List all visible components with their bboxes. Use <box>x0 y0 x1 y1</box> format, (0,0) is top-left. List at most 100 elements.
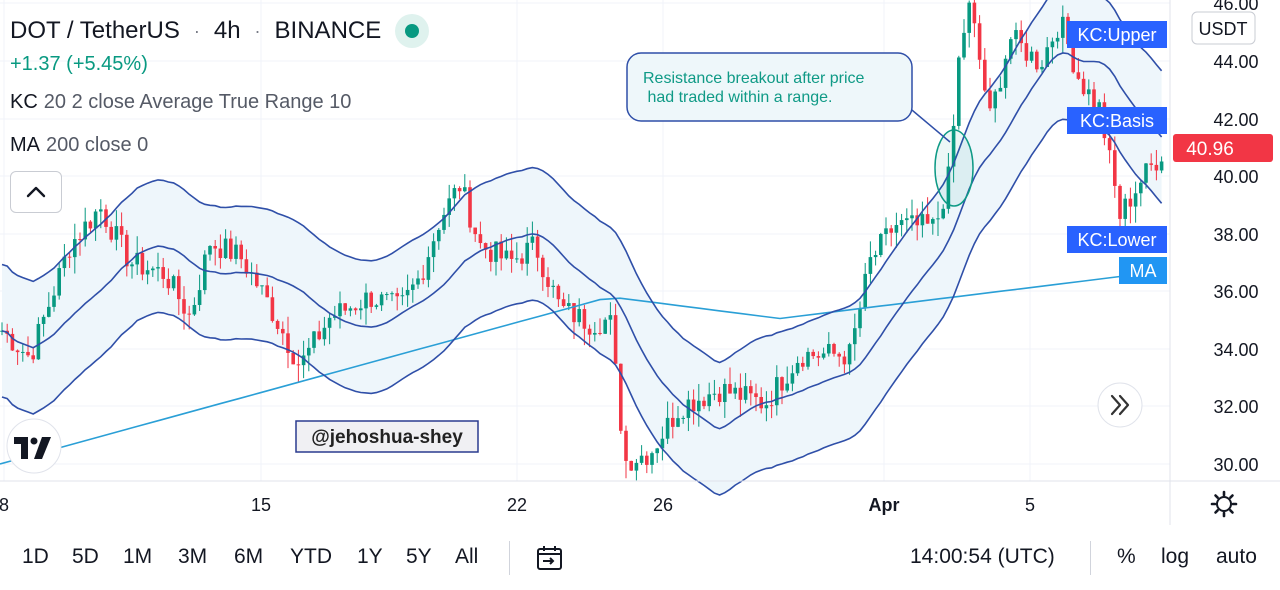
candle-body <box>525 242 529 264</box>
candle-body <box>639 455 644 463</box>
candle-body <box>587 328 592 335</box>
candle-body <box>317 331 321 340</box>
candle-body <box>364 292 368 309</box>
svg-text:KC:Basis: KC:Basis <box>1080 111 1154 131</box>
candle-body <box>1113 150 1117 186</box>
candle-body <box>47 306 51 317</box>
watermark-text: @jehoshua-shey <box>311 427 463 448</box>
candle-body <box>541 257 545 278</box>
utc-clock[interactable]: 14:00:54 (UTC) <box>910 545 1055 568</box>
candle-body <box>431 241 436 258</box>
auto-scale-toggle[interactable]: auto <box>1216 545 1257 568</box>
candle-body <box>1107 138 1112 151</box>
timeframe-6m[interactable]: 6M <box>234 545 264 568</box>
candle-body <box>681 417 685 419</box>
svg-text:KC:Lower: KC:Lower <box>1077 230 1156 250</box>
candle-body <box>1035 51 1039 70</box>
candle-body <box>561 299 566 306</box>
candle-body <box>1154 164 1159 171</box>
price-tick-label: 42.00 <box>1213 110 1258 130</box>
candle-body <box>832 343 836 354</box>
candle-body <box>941 208 945 219</box>
chevron-up-icon <box>26 186 46 198</box>
candle-body <box>125 234 129 267</box>
candle-body <box>343 303 347 311</box>
time-axis[interactable]: 8 15 22 26 Apr 5 <box>0 495 1035 515</box>
market-status-icon[interactable] <box>395 14 430 48</box>
candle-body <box>353 308 358 311</box>
candle-body <box>920 214 925 226</box>
collapse-legend-button[interactable] <box>10 171 62 213</box>
currency-button[interactable] <box>1191 11 1256 45</box>
candle-body <box>119 226 124 235</box>
symbol-name[interactable]: DOT / TetherUS <box>10 17 180 44</box>
calendar-arrow-icon[interactable] <box>535 543 565 573</box>
candle-body <box>218 248 223 259</box>
tradingview-logo-icon[interactable] <box>6 418 62 474</box>
chart-area[interactable]: Resistance breakout after price had trad… <box>0 0 1280 525</box>
candle-body <box>1123 198 1127 219</box>
candle-body <box>281 328 285 334</box>
candle-body <box>234 244 238 259</box>
kc-indicator-legend[interactable]: KC 20 2 close Average True Range 10 <box>10 91 351 114</box>
candle-body <box>182 299 186 314</box>
timeframe-5y[interactable]: 5Y <box>406 545 432 568</box>
price-tick-label: 46.00 <box>1213 0 1258 14</box>
candle-body <box>743 386 748 400</box>
candle-body <box>567 303 571 306</box>
candle-body <box>868 257 873 274</box>
candle-body <box>624 430 628 461</box>
candle-body <box>551 285 555 287</box>
candle-body <box>1003 58 1008 88</box>
price-chart[interactable]: Resistance breakout after price had trad… <box>0 0 1280 525</box>
candle-body <box>270 297 275 321</box>
candle-body <box>1019 30 1023 44</box>
timeframe-1m[interactable]: 1M <box>123 545 153 568</box>
ma-indicator-legend[interactable]: MA 200 close 0 <box>10 134 148 157</box>
candle-body <box>977 23 982 60</box>
kc-upper-line <box>1 0 1163 364</box>
candle-body <box>1087 89 1091 95</box>
title-separator: · <box>193 20 200 41</box>
candle-body <box>161 267 165 279</box>
price-axis[interactable]: 46.00 44.00 42.00 40.00 38.00 36.00 34.00 32.00… <box>1213 0 1258 475</box>
candle-body <box>307 347 311 356</box>
candle-body <box>546 277 550 287</box>
timeframe-ytd[interactable]: YTD <box>290 545 332 568</box>
toolbar-divider <box>509 541 510 575</box>
percent-scale-toggle[interactable]: % <box>1117 545 1136 568</box>
timeframe-all[interactable]: All <box>455 545 479 568</box>
timeframe-3m[interactable]: 3M <box>178 545 208 568</box>
candle-body <box>998 87 1003 92</box>
price-change: +1.37 (+5.45%) <box>10 53 148 75</box>
candle-body <box>972 2 977 24</box>
log-scale-toggle[interactable]: log <box>1161 545 1190 568</box>
channel-fill <box>2 0 1162 495</box>
candle-body <box>57 268 61 296</box>
candle-body <box>946 166 951 209</box>
annotation-line-1: Resistance breakout after price <box>643 70 865 87</box>
price-tick-label: 38.00 <box>1213 225 1258 245</box>
candle-body <box>707 394 711 407</box>
candle-body <box>1029 51 1034 61</box>
candle-body <box>967 2 971 33</box>
candle-body <box>1009 39 1013 59</box>
scroll-to-realtime-button[interactable] <box>1097 382 1143 428</box>
timeframe-5d[interactable]: 5D <box>72 545 99 568</box>
svg-text:KC:Upper: KC:Upper <box>1077 25 1156 45</box>
annotation-callout[interactable] <box>626 52 913 122</box>
symbol-title-row[interactable]: DOT / TetherUS · 4h · BINANCE <box>10 14 430 48</box>
candle-body <box>936 218 940 220</box>
candle-body <box>811 351 815 357</box>
candle-body <box>821 353 826 358</box>
gear-icon[interactable] <box>1210 490 1238 518</box>
time-tick-label: 22 <box>507 495 527 515</box>
timeframe-1d[interactable]: 1D <box>22 545 49 568</box>
toolbar-divider <box>1090 541 1091 575</box>
candle-body <box>1118 185 1122 219</box>
timeframe-1y[interactable]: 1Y <box>357 545 383 568</box>
candle-body <box>655 448 659 454</box>
candle-body <box>145 270 150 275</box>
interval-label[interactable]: 4h <box>213 17 241 44</box>
price-tick-label: 44.00 <box>1213 52 1258 72</box>
